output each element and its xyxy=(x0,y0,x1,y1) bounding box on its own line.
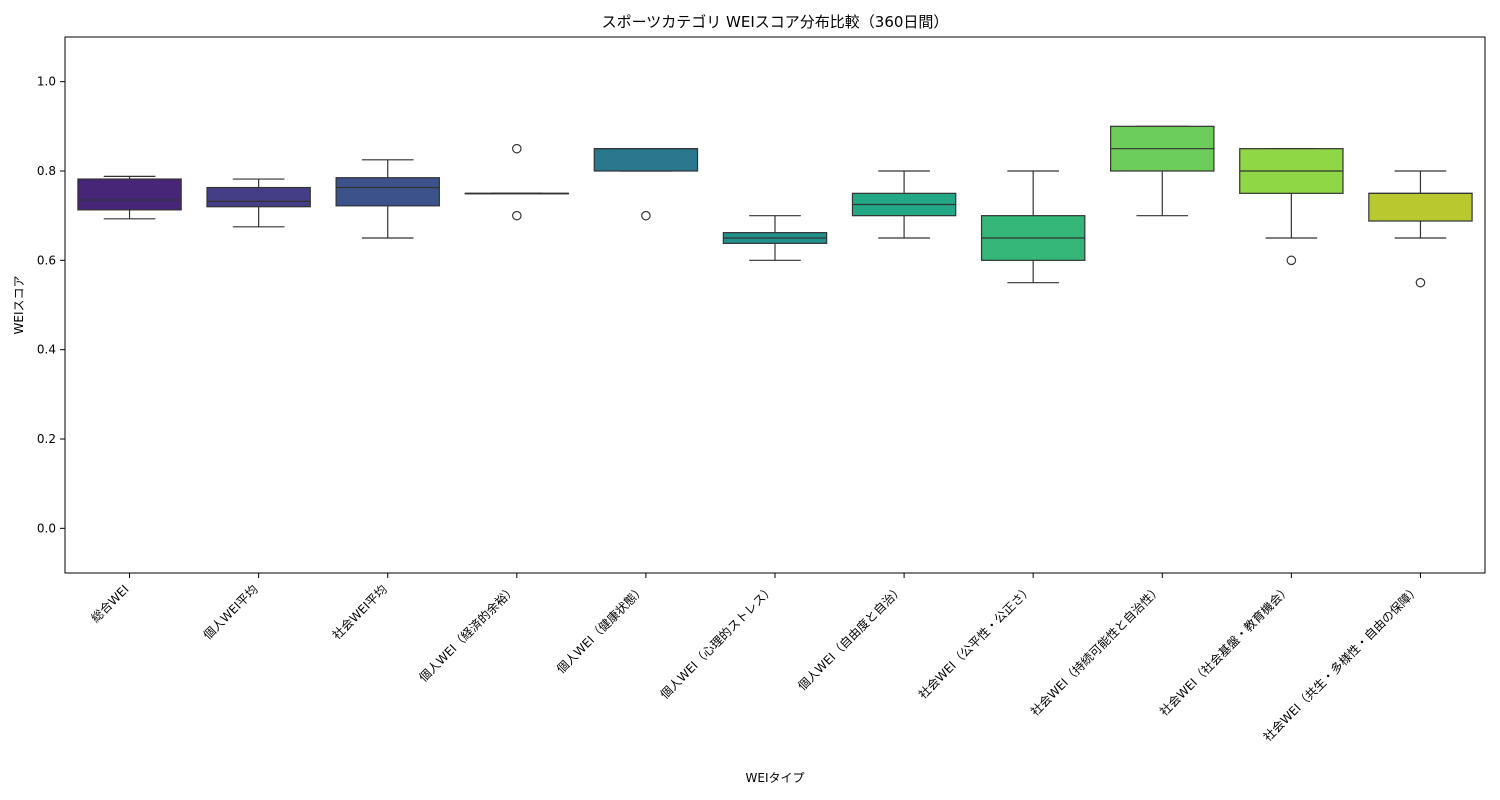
box-7 xyxy=(851,170,957,239)
outlier-point xyxy=(512,210,522,221)
box-body xyxy=(1368,192,1473,222)
x-tick-label: 個人WEI（自由度と自治） xyxy=(794,582,906,694)
y-tick-label: 0.0 xyxy=(37,521,56,535)
x-axis: 総合WEI 個人WEI平均 社会WEI平均 個人WEI（経済的余裕） 個人WEI（健康状… xyxy=(88,573,1423,744)
box-2 xyxy=(206,178,311,228)
box-body xyxy=(206,186,311,208)
x-tick-label: 社会WEI平均 xyxy=(329,582,390,643)
y-tick-label: 0.6 xyxy=(37,253,56,267)
box-5 xyxy=(593,148,699,221)
x-tick-label: 社会WEI（共生・多様性・自由の保障） xyxy=(1260,582,1423,745)
y-tick-label: 0.8 xyxy=(37,164,56,178)
box-10 xyxy=(1239,148,1344,266)
box-4 xyxy=(464,143,570,221)
box-1 xyxy=(77,175,182,220)
x-tick-label: 社会WEI（持続可能性と自治性） xyxy=(1027,582,1164,719)
x-tick-label: 個人WEI（経済的余裕） xyxy=(416,582,519,685)
x-tick-label: 社会WEI（公平性・公正さ） xyxy=(915,582,1035,702)
box-11 xyxy=(1368,170,1473,288)
outlier-point xyxy=(1286,255,1297,266)
x-tick-label: 個人WEI（健康状態） xyxy=(553,582,648,677)
boxes-group xyxy=(77,125,1473,288)
y-axis-label: WEIスコア xyxy=(12,276,26,335)
chart-title: スポーツカテゴリ WEIスコア分布比較（360日間） xyxy=(602,13,949,31)
x-tick-label: 個人WEI平均 xyxy=(201,582,261,642)
plot-frame xyxy=(64,36,1486,574)
x-axis-label: WEIタイプ xyxy=(746,771,805,785)
box-6 xyxy=(722,215,828,261)
outlier-point xyxy=(641,210,651,221)
box-8 xyxy=(980,170,1086,284)
y-tick-label: 1.0 xyxy=(37,75,56,89)
box-body xyxy=(77,178,182,211)
box-3 xyxy=(335,159,440,239)
y-tick-label: 0.4 xyxy=(37,343,56,357)
x-tick-label: 総合WEI xyxy=(88,582,132,626)
outlier-point xyxy=(1415,277,1426,288)
x-tick-label: 個人WEI（心理的ストレス） xyxy=(657,582,777,702)
box-body xyxy=(335,177,440,207)
y-tick-label: 0.2 xyxy=(37,432,56,446)
outlier-point xyxy=(512,143,522,154)
box-9 xyxy=(1110,125,1215,217)
x-tick-label: 社会WEI（社会基盤・教育機会） xyxy=(1156,582,1293,719)
y-axis: 0.0 0.2 0.4 0.6 0.8 1.0 xyxy=(37,75,65,535)
box-body xyxy=(593,148,699,172)
